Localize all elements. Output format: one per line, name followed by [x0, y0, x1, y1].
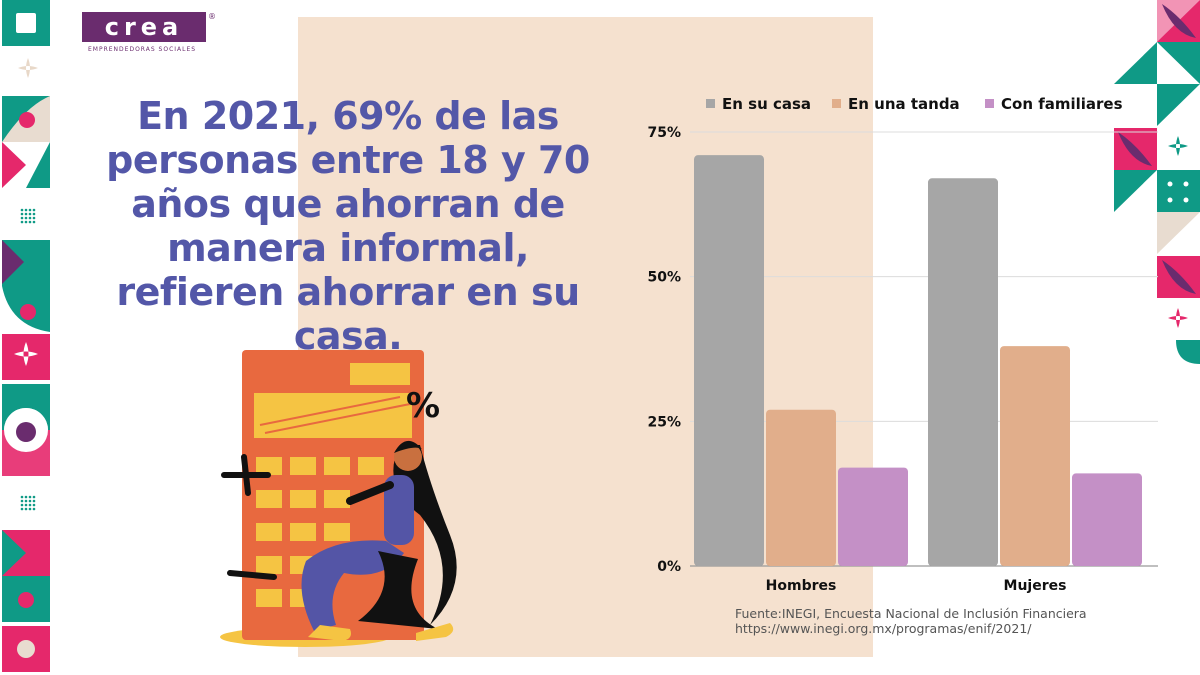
legend-swatch	[832, 99, 841, 108]
source-note: Fuente:INEGI, Encuesta Nacional de Inclu…	[735, 606, 1087, 636]
logo-tagline: EMPRENDEDORAS SOCIALES	[88, 46, 197, 53]
legend-swatch	[985, 99, 994, 108]
logo-wordmark: crea	[82, 12, 206, 42]
legend-swatch	[706, 99, 715, 108]
bar-con-familiares-mujeres	[1072, 473, 1142, 566]
source-line: Fuente:INEGI, Encuesta Nacional de Inclu…	[735, 606, 1087, 621]
chart-bars	[694, 155, 1142, 566]
bar-en-su-casa-mujeres	[928, 178, 998, 566]
bar-en-una-tanda-hombres	[766, 409, 836, 566]
legend-label: En su casa	[722, 95, 811, 113]
y-axis-ticks: 0% 25% 50% 75%	[647, 125, 681, 575]
left-pattern-strip	[2, 0, 50, 672]
source-url: https://www.inegi.org.mx/programas/enif/…	[735, 621, 1032, 636]
crea-logo: crea ® EMPRENDEDORAS SOCIALES	[82, 12, 216, 60]
bar-en-su-casa-hombres	[694, 155, 764, 566]
y-tick-label: 25%	[647, 414, 681, 430]
legend-label: Con familiares	[1001, 95, 1123, 113]
y-tick-label: 50%	[647, 270, 681, 286]
bar-en-una-tanda-mujeres	[1000, 346, 1070, 566]
right-pattern-strip	[1114, 0, 1200, 364]
chart-legend: En su casa En una tanda Con familiares	[706, 95, 1123, 113]
x-tick-label: Mujeres	[1004, 578, 1067, 594]
x-axis-ticks: Hombres Mujeres	[766, 578, 1067, 594]
logo-registered: ®	[208, 12, 216, 21]
headline: En 2021, 69% de las personas entre 18 y …	[106, 94, 590, 358]
y-tick-label: 75%	[647, 125, 681, 141]
legend-label: En una tanda	[848, 95, 960, 113]
y-tick-label: 0%	[657, 559, 681, 575]
percent-symbol: %	[406, 386, 440, 426]
x-tick-label: Hombres	[766, 578, 837, 594]
bar-con-familiares-hombres	[838, 467, 908, 566]
calculator-woman-illustration: %	[220, 350, 457, 647]
